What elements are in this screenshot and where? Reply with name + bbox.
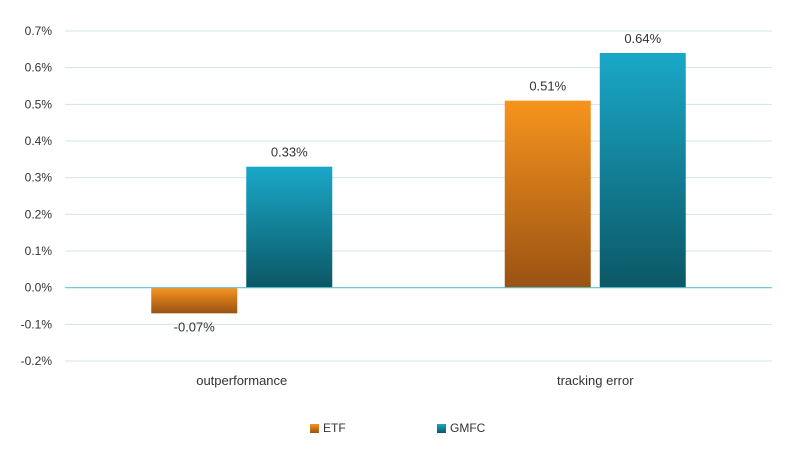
y-tick-label: 0.7%	[25, 24, 53, 38]
y-tick-label: 0.4%	[25, 134, 53, 148]
category-label: tracking error	[557, 373, 634, 388]
bars	[151, 53, 686, 314]
legend-swatch-etf	[310, 423, 319, 433]
data-labels: -0.07% 0.33% 0.51% 0.64%	[174, 31, 662, 334]
legend: ETF GMFC	[0, 421, 800, 439]
y-tick-label: 0.3%	[25, 171, 53, 185]
data-label-etf-1: 0.51%	[529, 79, 566, 94]
y-tick-label: 0.1%	[25, 244, 53, 258]
category-label: outperformance	[196, 373, 287, 388]
x-axis-categories: outperformance tracking error	[196, 373, 634, 388]
y-tick-label: -0.1%	[21, 317, 53, 331]
y-tick-label: -0.2%	[21, 354, 53, 368]
y-tick-label: 0.2%	[25, 207, 53, 221]
y-axis-ticks: 0.7% 0.6% 0.5% 0.4% 0.3% 0.2% 0.1% 0.0% -0.1% -0.…	[21, 24, 53, 368]
data-label-gmfc-0: 0.33%	[271, 145, 308, 160]
legend-label-etf: ETF	[323, 421, 346, 435]
bar-etf-0	[151, 287, 238, 314]
legend-item-gmfc: GMFC	[437, 421, 485, 435]
data-label-gmfc-1: 0.64%	[624, 31, 661, 46]
y-tick-label: 0.6%	[25, 61, 53, 75]
bar-gmfc-0	[246, 166, 333, 288]
grid-lines	[65, 30, 772, 362]
bar-gmfc-1	[599, 53, 686, 288]
y-tick-label: 0.5%	[25, 97, 53, 111]
legend-label-gmfc: GMFC	[450, 421, 486, 435]
bar-etf-1	[504, 100, 591, 288]
data-label-etf-0: -0.07%	[174, 319, 216, 334]
legend-swatch-gmfc	[437, 423, 446, 433]
y-tick-label: 0.0%	[25, 281, 53, 295]
legend-item-etf: ETF	[310, 421, 346, 435]
